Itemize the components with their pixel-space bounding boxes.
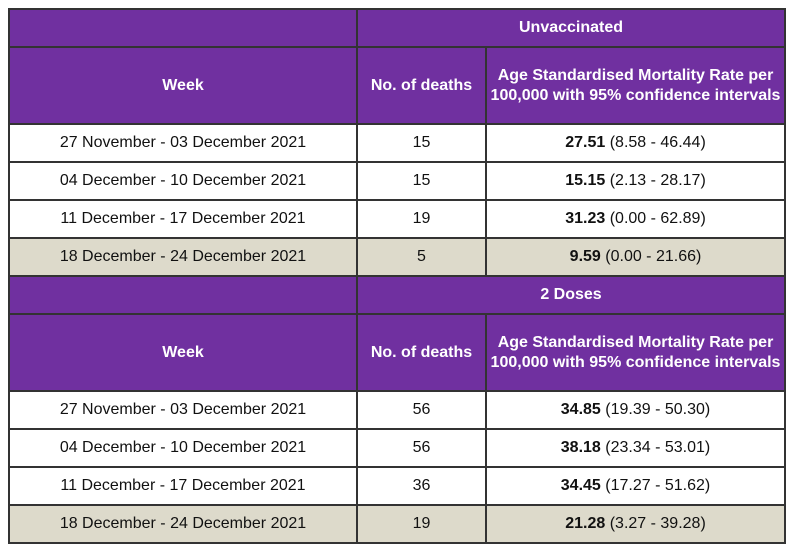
deaths-column-header: No. of deaths bbox=[356, 313, 487, 392]
rate-cell: 21.28 (3.27 - 39.28) bbox=[484, 504, 787, 544]
week-cell: 04 December - 10 December 2021 bbox=[8, 428, 358, 468]
rate-cell: 31.23 (0.00 - 62.89) bbox=[484, 199, 787, 239]
table-row: 04 December - 10 December 2021 56 38.18 … bbox=[8, 428, 787, 468]
deaths-cell: 56 bbox=[356, 428, 487, 468]
confidence-interval: (17.27 - 51.62) bbox=[605, 477, 711, 494]
week-cell: 27 November - 03 December 2021 bbox=[8, 390, 358, 430]
mortality-table-container: Unvaccinated Week No. of deaths Age Stan… bbox=[8, 8, 787, 544]
week-column-header: Week bbox=[8, 313, 358, 392]
table-row: 04 December - 10 December 2021 15 15.15 … bbox=[8, 161, 787, 201]
table-row-highlighted: 18 December - 24 December 2021 5 9.59 (0… bbox=[8, 237, 787, 277]
week-cell: 04 December - 10 December 2021 bbox=[8, 161, 358, 201]
deaths-cell: 19 bbox=[356, 504, 487, 544]
confidence-interval: (0.00 - 62.89) bbox=[609, 210, 706, 227]
table-body: Unvaccinated Week No. of deaths Age Stan… bbox=[8, 8, 787, 544]
week-cell: 27 November - 03 December 2021 bbox=[8, 123, 358, 163]
confidence-interval: (23.34 - 53.01) bbox=[605, 439, 711, 456]
confidence-interval: (2.13 - 28.17) bbox=[609, 172, 706, 189]
rate-cell: 27.51 (8.58 - 46.44) bbox=[484, 123, 787, 163]
week-cell: 18 December - 24 December 2021 bbox=[8, 237, 358, 277]
rate-value: 27.51 bbox=[565, 134, 606, 151]
week-cell: 18 December - 24 December 2021 bbox=[8, 504, 358, 544]
table-row: 11 December - 17 December 2021 36 34.45 … bbox=[8, 466, 787, 506]
confidence-interval: (19.39 - 50.30) bbox=[605, 401, 711, 418]
rate-cell: 34.85 (19.39 - 50.30) bbox=[484, 390, 787, 430]
rate-value: 21.28 bbox=[565, 515, 606, 532]
column-header-row: Week No. of deaths Age Standardised Mort… bbox=[8, 46, 787, 125]
rate-value: 38.18 bbox=[560, 439, 601, 456]
rate-cell: 15.15 (2.13 - 28.17) bbox=[484, 161, 787, 201]
table-row: 27 November - 03 December 2021 56 34.85 … bbox=[8, 390, 787, 430]
deaths-cell: 5 bbox=[356, 237, 487, 277]
table-row-highlighted: 18 December - 24 December 2021 19 21.28 … bbox=[8, 504, 787, 544]
deaths-cell: 19 bbox=[356, 199, 487, 239]
week-cell: 11 December - 17 December 2021 bbox=[8, 466, 358, 506]
rate-value: 15.15 bbox=[565, 172, 606, 189]
section-band-2-doses: 2 Doses bbox=[8, 275, 787, 315]
section-band-blank bbox=[8, 8, 358, 48]
rate-cell: 9.59 (0.00 - 21.66) bbox=[484, 237, 787, 277]
rate-value: 31.23 bbox=[565, 210, 606, 227]
rate-value: 34.85 bbox=[560, 401, 601, 418]
mortality-table: Unvaccinated Week No. of deaths Age Stan… bbox=[8, 8, 787, 544]
confidence-interval: (3.27 - 39.28) bbox=[609, 515, 706, 532]
deaths-cell: 15 bbox=[356, 161, 487, 201]
confidence-interval: (0.00 - 21.66) bbox=[605, 248, 702, 265]
deaths-cell: 56 bbox=[356, 390, 487, 430]
rate-value: 34.45 bbox=[560, 477, 601, 494]
rate-cell: 34.45 (17.27 - 51.62) bbox=[484, 466, 787, 506]
column-header-row: Week No. of deaths Age Standardised Mort… bbox=[8, 313, 787, 392]
confidence-interval: (8.58 - 46.44) bbox=[609, 134, 706, 151]
table-row: 27 November - 03 December 2021 15 27.51 … bbox=[8, 123, 787, 163]
deaths-cell: 36 bbox=[356, 466, 487, 506]
rate-value: 9.59 bbox=[569, 248, 601, 265]
table-row: 11 December - 17 December 2021 19 31.23 … bbox=[8, 199, 787, 239]
rate-column-header: Age Standardised Mortality Rate per 100,… bbox=[484, 313, 787, 392]
week-cell: 11 December - 17 December 2021 bbox=[8, 199, 358, 239]
deaths-column-header: No. of deaths bbox=[356, 46, 487, 125]
week-column-header: Week bbox=[8, 46, 358, 125]
rate-column-header: Age Standardised Mortality Rate per 100,… bbox=[484, 46, 787, 125]
deaths-cell: 15 bbox=[356, 123, 487, 163]
section-band-unvaccinated: Unvaccinated bbox=[8, 8, 787, 48]
section-title: Unvaccinated bbox=[355, 8, 787, 48]
rate-cell: 38.18 (23.34 - 53.01) bbox=[484, 428, 787, 468]
section-title: 2 Doses bbox=[355, 275, 787, 315]
section-band-blank bbox=[8, 275, 358, 315]
